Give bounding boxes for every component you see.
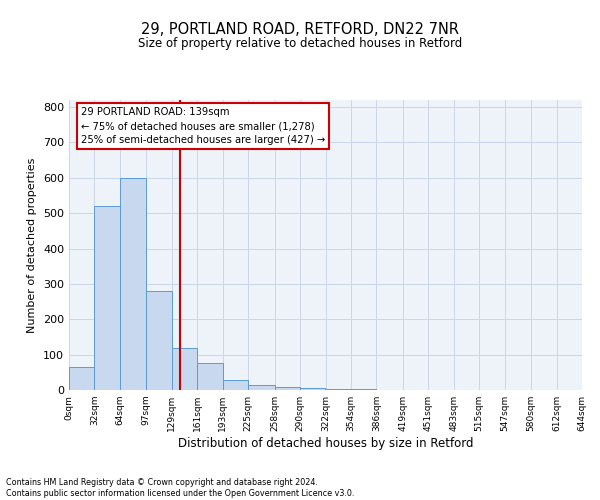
Text: Size of property relative to detached houses in Retford: Size of property relative to detached ho… [138, 38, 462, 51]
Bar [120, 178, 146, 390]
Text: 29, PORTLAND ROAD, RETFORD, DN22 7NR: 29, PORTLAND ROAD, RETFORD, DN22 7NR [141, 22, 459, 38]
X-axis label: Distribution of detached houses by size in Retford: Distribution of detached houses by size … [178, 437, 473, 450]
Bar [223, 380, 248, 390]
Bar [94, 206, 120, 390]
Bar [146, 291, 172, 390]
Text: 29 PORTLAND ROAD: 139sqm
← 75% of detached houses are smaller (1,278)
25% of sem: 29 PORTLAND ROAD: 139sqm ← 75% of detach… [81, 107, 325, 145]
Bar [69, 367, 94, 390]
Text: Contains HM Land Registry data © Crown copyright and database right 2024.
Contai: Contains HM Land Registry data © Crown c… [6, 478, 355, 498]
Bar [197, 364, 223, 390]
Y-axis label: Number of detached properties: Number of detached properties [28, 158, 37, 332]
Bar [300, 388, 325, 390]
Bar [325, 389, 351, 390]
Bar [248, 386, 275, 390]
Bar [275, 387, 300, 390]
Bar [172, 348, 197, 390]
